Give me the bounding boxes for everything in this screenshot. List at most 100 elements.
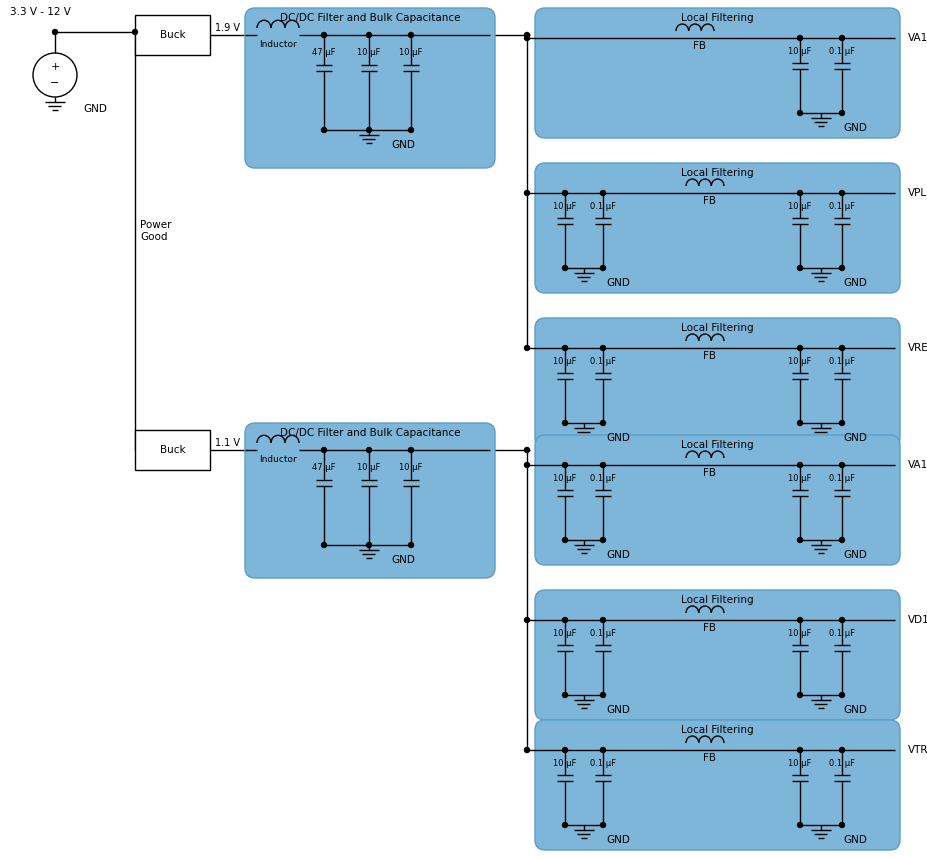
Circle shape <box>322 447 326 452</box>
Circle shape <box>601 692 605 698</box>
FancyBboxPatch shape <box>535 318 900 448</box>
Circle shape <box>366 447 372 452</box>
Circle shape <box>840 618 844 622</box>
Circle shape <box>563 345 567 351</box>
Circle shape <box>840 823 844 828</box>
Text: Buck: Buck <box>159 30 185 40</box>
Circle shape <box>322 33 326 38</box>
Circle shape <box>366 33 372 38</box>
Circle shape <box>601 823 605 828</box>
Text: 10 μF: 10 μF <box>788 201 812 211</box>
Circle shape <box>601 190 605 195</box>
Text: FB: FB <box>693 41 706 51</box>
Circle shape <box>797 463 803 468</box>
Circle shape <box>840 463 844 468</box>
Circle shape <box>797 35 803 40</box>
Circle shape <box>840 111 844 116</box>
Circle shape <box>525 33 529 38</box>
Circle shape <box>133 29 137 34</box>
FancyBboxPatch shape <box>245 423 495 578</box>
Text: GND: GND <box>843 550 867 560</box>
Text: 10 μF: 10 μF <box>553 758 577 768</box>
Text: VPLL19: VPLL19 <box>908 188 927 198</box>
Text: GND: GND <box>606 835 629 845</box>
Circle shape <box>840 190 844 195</box>
Circle shape <box>563 823 567 828</box>
Text: VREFO: VREFO <box>908 343 927 353</box>
Text: 10 μF: 10 μF <box>553 628 577 638</box>
Text: FB: FB <box>704 351 717 361</box>
Text: GND: GND <box>606 550 629 560</box>
Circle shape <box>525 447 529 452</box>
Text: −: − <box>50 78 59 88</box>
Text: 10 μF: 10 μF <box>357 47 381 57</box>
Text: Inductor: Inductor <box>260 39 297 49</box>
Circle shape <box>840 692 844 698</box>
Text: 10 μF: 10 μF <box>553 474 577 482</box>
Circle shape <box>601 618 605 622</box>
Text: 0.1 μF: 0.1 μF <box>590 758 616 768</box>
Text: 0.1 μF: 0.1 μF <box>829 357 855 365</box>
Circle shape <box>797 692 803 698</box>
Text: DC/DC Filter and Bulk Capacitance: DC/DC Filter and Bulk Capacitance <box>280 13 460 23</box>
Text: 47 μF: 47 μF <box>312 463 336 471</box>
Text: 0.1 μF: 0.1 μF <box>829 474 855 482</box>
Text: VA11: VA11 <box>908 460 927 470</box>
Text: 10 μF: 10 μF <box>553 357 577 365</box>
Circle shape <box>601 266 605 271</box>
Circle shape <box>840 266 844 271</box>
Circle shape <box>409 33 413 38</box>
Circle shape <box>366 542 372 548</box>
Circle shape <box>525 463 529 468</box>
Circle shape <box>366 128 372 133</box>
Circle shape <box>409 542 413 548</box>
Text: 10 μF: 10 μF <box>553 201 577 211</box>
Text: 10 μF: 10 μF <box>400 463 423 471</box>
FancyBboxPatch shape <box>535 163 900 293</box>
Text: 0.1 μF: 0.1 μF <box>829 201 855 211</box>
Circle shape <box>563 421 567 425</box>
Text: FB: FB <box>704 623 717 633</box>
Text: GND: GND <box>391 140 415 150</box>
FancyBboxPatch shape <box>535 8 900 138</box>
Text: Power
Good: Power Good <box>140 220 171 242</box>
Text: 0.1 μF: 0.1 μF <box>829 46 855 56</box>
Text: 0.1 μF: 0.1 μF <box>590 474 616 482</box>
Text: GND: GND <box>843 123 867 133</box>
Circle shape <box>797 618 803 622</box>
Text: 10 μF: 10 μF <box>788 46 812 56</box>
Text: GND: GND <box>843 278 867 288</box>
Text: Buck: Buck <box>159 445 185 455</box>
Circle shape <box>840 345 844 351</box>
Circle shape <box>409 128 413 133</box>
Text: 10 μF: 10 μF <box>788 474 812 482</box>
Circle shape <box>840 35 844 40</box>
Circle shape <box>601 421 605 425</box>
FancyBboxPatch shape <box>535 435 900 565</box>
Circle shape <box>601 463 605 468</box>
Text: Inductor: Inductor <box>260 454 297 464</box>
Text: VA19: VA19 <box>908 33 927 43</box>
Circle shape <box>563 190 567 195</box>
Circle shape <box>797 190 803 195</box>
Text: GND: GND <box>843 705 867 715</box>
Circle shape <box>525 747 529 752</box>
Circle shape <box>797 345 803 351</box>
Circle shape <box>563 463 567 468</box>
Text: 10 μF: 10 μF <box>788 758 812 768</box>
Text: 0.1 μF: 0.1 μF <box>590 357 616 365</box>
Text: VD11: VD11 <box>908 615 927 625</box>
Circle shape <box>563 747 567 752</box>
Text: Local Filtering: Local Filtering <box>681 13 754 23</box>
Text: 10 μF: 10 μF <box>788 628 812 638</box>
Circle shape <box>322 542 326 548</box>
Circle shape <box>840 421 844 425</box>
Circle shape <box>840 747 844 752</box>
Text: 10 μF: 10 μF <box>788 357 812 365</box>
Text: Local Filtering: Local Filtering <box>681 323 754 333</box>
Circle shape <box>797 537 803 542</box>
FancyBboxPatch shape <box>245 8 495 168</box>
Text: Local Filtering: Local Filtering <box>681 168 754 178</box>
Bar <box>135 15 210 55</box>
Text: 0.1 μF: 0.1 μF <box>590 201 616 211</box>
